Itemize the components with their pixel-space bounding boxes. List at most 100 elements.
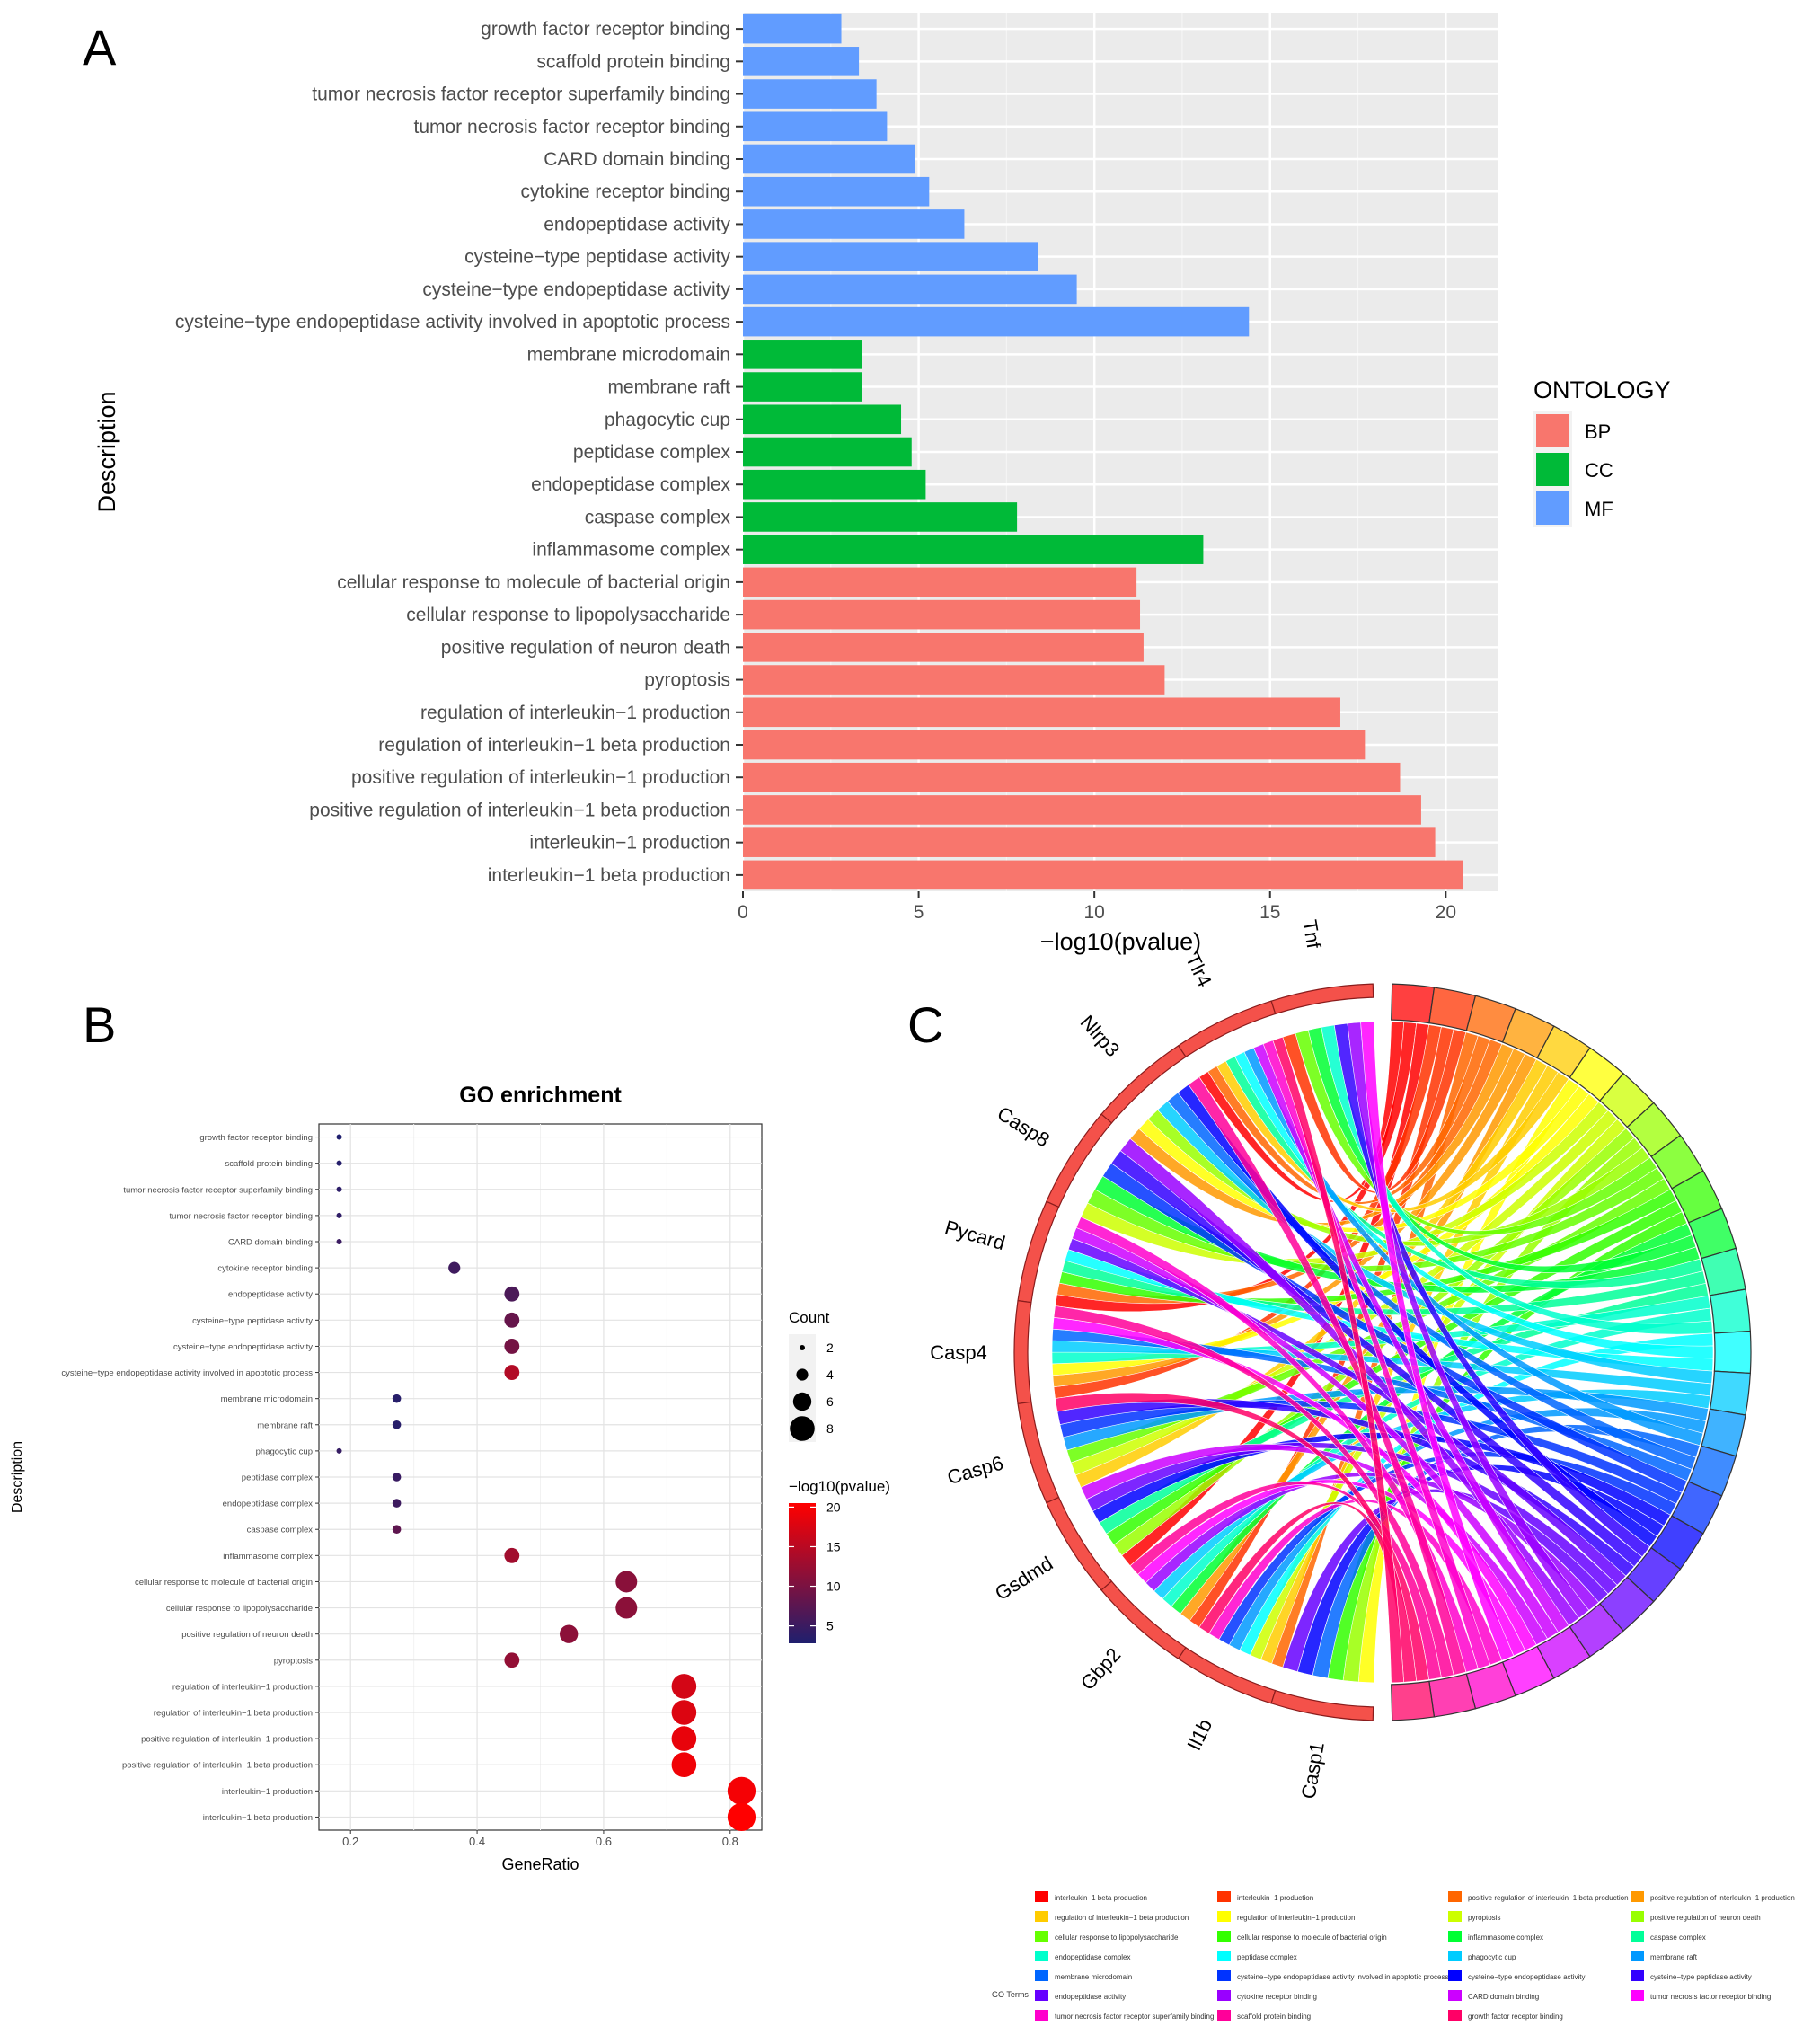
gene-label: Casp6 (945, 1451, 1006, 1489)
gene-label: Gsdmd (991, 1552, 1056, 1605)
x-tick-label: 0.8 (722, 1835, 738, 1848)
dot-x-ticks: 0.2 0.4 0.6 0.8 (342, 1830, 738, 1848)
colorbar-tick-label: 5 (826, 1619, 834, 1633)
bar (743, 762, 1401, 792)
legend-label: positive regulation of interleukin−1 bet… (1468, 1894, 1629, 1902)
gene-label: Nlrp3 (1076, 1011, 1125, 1061)
legend-label: interleukin−1 production (1237, 1894, 1313, 1902)
dot (504, 1547, 520, 1563)
legend-swatch (1217, 2010, 1231, 2021)
count-legend: Count 2 4 6 8 (789, 1309, 834, 1442)
term-segment (1391, 983, 1436, 1024)
legend-label: cysteine−type peptidase activity (1650, 1973, 1752, 1981)
bar (743, 111, 888, 142)
y-tick-label: pyroptosis (644, 670, 730, 691)
dot (448, 1261, 461, 1274)
gene-segment (1270, 983, 1374, 1015)
chord-ribbon (1106, 1199, 1683, 1545)
legend-swatch (1536, 491, 1569, 525)
legend-swatch (1448, 1951, 1462, 1961)
y-tick-label: positive regulation of interleukin−1 bet… (122, 1761, 313, 1771)
y-tick-label: cellular response to lipopolysaccharide (166, 1604, 313, 1614)
legend-swatch (1217, 1911, 1231, 1922)
legend-label: peptidase complex (1237, 1953, 1297, 1961)
dot (336, 1447, 342, 1454)
x-tick-label: 20 (1436, 902, 1456, 923)
bar (743, 79, 877, 109)
y-tick-label: membrane raft (257, 1420, 313, 1430)
count-legend-title: Count (789, 1309, 830, 1326)
y-tick-label: positive regulation of interleukin−1 pro… (351, 767, 730, 788)
bar (743, 144, 915, 174)
legend-swatch (1631, 1990, 1644, 2001)
size-key-label: 8 (826, 1421, 834, 1436)
chord-ribbon (1087, 1167, 1665, 1272)
bar-x-axis-title: −log10(pvalue) (1040, 928, 1201, 955)
y-tick-label: growth factor receptor binding (199, 1133, 313, 1143)
y-tick-label: CARD domain binding (544, 149, 730, 170)
chord-ribbon (1053, 1305, 1454, 1678)
y-tick-label: endopeptidase activity (544, 214, 730, 234)
y-tick-label: cellular response to molecule of bacteri… (135, 1578, 313, 1588)
legend-label: cytokine receptor binding (1237, 1993, 1317, 2001)
bar (743, 274, 1077, 305)
bar (743, 502, 1018, 532)
legend-label: CC (1585, 459, 1613, 482)
gene-segment (1100, 1580, 1187, 1660)
legend-swatch (1035, 1970, 1048, 1981)
y-tick-label: interleukin−1 production (222, 1787, 313, 1797)
legend-swatch (1448, 2010, 1462, 2021)
legend-swatch (1035, 1931, 1048, 1942)
legend-swatch (1536, 453, 1569, 486)
go-terms-legend: GO Terms interleukin−1 beta production in… (992, 1891, 1795, 2021)
gene-segment (1017, 1401, 1060, 1504)
y-tick-label: tumor necrosis factor receptor binding (414, 117, 731, 137)
dot (671, 1726, 697, 1751)
y-tick-label: membrane raft (607, 377, 730, 398)
y-tick-label: cellular response to molecule of bacteri… (337, 572, 730, 593)
bar (743, 827, 1436, 857)
panel-a-letter: A (83, 19, 117, 75)
dot-series (336, 1134, 756, 1832)
legend-label: growth factor receptor binding (1468, 2013, 1563, 2021)
size-key-label: 4 (826, 1367, 834, 1382)
y-tick-label: positive regulation of neuron death (441, 637, 730, 658)
y-tick-label: membrane microdomain (527, 344, 730, 365)
chord-ribbon (1225, 1056, 1704, 1289)
dot (671, 1674, 697, 1699)
y-tick-label: cysteine−type endopeptidase activity (173, 1342, 313, 1352)
dot (504, 1286, 520, 1302)
legend-label: scaffold protein binding (1237, 2013, 1311, 2021)
y-tick-label: regulation of interleukin−1 beta product… (154, 1709, 313, 1719)
bar (743, 47, 860, 76)
term-segment (1709, 1288, 1751, 1334)
legend-swatch (1217, 1990, 1231, 2001)
y-tick-label: cytokine receptor binding (521, 181, 730, 202)
size-key-dot (796, 1368, 809, 1381)
colorbar (789, 1503, 816, 1643)
y-tick-label: inflammasome complex (532, 540, 730, 561)
dot (504, 1365, 520, 1380)
x-tick-label: 5 (914, 902, 924, 923)
chord-ribbon (1110, 1150, 1643, 1568)
legend-label: cysteine−type endopeptidase activity inv… (1237, 1973, 1448, 1981)
y-tick-label: cysteine−type peptidase activity (464, 247, 730, 268)
panel-c-letter: C (907, 996, 943, 1053)
size-key-dot (792, 1392, 812, 1411)
bar (743, 697, 1340, 728)
legend-swatch (1631, 1911, 1644, 1922)
bar (743, 535, 1204, 564)
chord-ribbon (1072, 1227, 1559, 1640)
bar (743, 730, 1366, 760)
y-tick-label: tumor necrosis factor receptor superfami… (123, 1185, 313, 1195)
bar (743, 372, 862, 402)
pvalue-colorbar-legend: −log10(pvalue) 5 10 15 20 (789, 1478, 890, 1643)
bar-series (743, 13, 1463, 890)
bar (743, 242, 1038, 271)
dot (336, 1160, 342, 1166)
bar (743, 340, 862, 369)
legend-label: regulation of interleukin−1 beta product… (1055, 1914, 1189, 1922)
legend-label: tumor necrosis factor receptor binding (1650, 1993, 1771, 2001)
legend-swatch (1035, 1951, 1048, 1961)
